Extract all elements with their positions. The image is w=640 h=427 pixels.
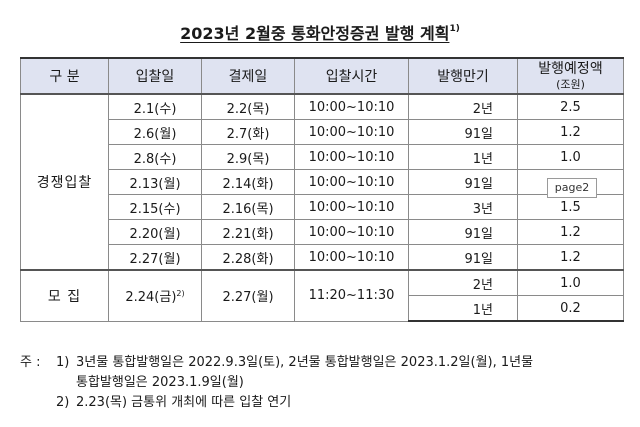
header-amount-label: 발행예정액 bbox=[538, 60, 603, 77]
bid-date-cell: 2.1(수) bbox=[108, 93, 202, 120]
category-competitive: 경쟁입찰 bbox=[20, 93, 109, 271]
settle-date-cell: 2.28(화) bbox=[201, 244, 295, 271]
settle-date-cell: 2.27(월) bbox=[201, 269, 295, 322]
table-row: 경쟁입찰 2.1(수) 2.2(목) 10:00~10:10 2년 2.5 bbox=[20, 93, 624, 271]
maturity-cell: 2년 bbox=[408, 93, 518, 120]
settle-date-cell: 2.14(화) bbox=[201, 169, 295, 195]
document-title: 2023년 2월중 통화안정증권 발행 계획1) bbox=[0, 20, 640, 44]
settle-date-cell: 2.9(목) bbox=[201, 144, 295, 170]
footnote-text: 2.23(목) 금통위 개최에 따른 입찰 연기 bbox=[76, 395, 292, 410]
footnote-number: 2) bbox=[56, 395, 70, 410]
footnote-mark: 주 : bbox=[20, 355, 41, 370]
amount-cell: 2.5 bbox=[517, 93, 624, 120]
table-row: 2.6(월) 2.7(화) 10:00~10:10 91일 1.2 bbox=[21, 119, 624, 145]
bid-date-cell: 2.13(월) bbox=[108, 169, 202, 195]
amount-cell: 0.2 bbox=[517, 295, 624, 322]
maturity-cell: 3년 bbox=[408, 194, 518, 220]
table-row: 2.27(월) 2.28(화) 10:00~10:10 91일 1.2 bbox=[21, 244, 624, 271]
bid-time-cell: 10:00~10:10 bbox=[294, 144, 409, 170]
amount-cell: 1.0 bbox=[517, 269, 624, 296]
table-header-row: 구 분 입찰일 결제일 입찰시간 발행만기 발행예정액 (조원) bbox=[20, 57, 624, 95]
issuance-plan-table: 구 분 입찰일 결제일 입찰시간 발행만기 발행예정액 (조원) 경쟁입찰 2.… bbox=[20, 57, 624, 322]
footnote-2: 2) 2.23(목) 금통위 개최에 따른 입찰 연기 bbox=[20, 393, 625, 413]
title-footnote-mark: 1) bbox=[449, 24, 460, 34]
settle-date-cell: 2.2(목) bbox=[201, 93, 295, 120]
bid-time-cell: 11:20~11:30 bbox=[294, 269, 409, 322]
bid-time-cell: 10:00~10:10 bbox=[294, 244, 409, 271]
table-row: 2.15(수) 2.16(목) 10:00~10:10 3년 1.5 bbox=[21, 194, 624, 220]
amount-cell: 1.0 bbox=[517, 144, 624, 170]
amount-cell: 1.5 bbox=[517, 194, 624, 220]
footnote-spacer bbox=[20, 393, 56, 413]
amount-cell: 1.2 bbox=[517, 119, 624, 145]
table-row: 2.8(수) 2.9(목) 10:00~10:10 1년 1.0 bbox=[21, 144, 624, 170]
bid-date-cell: 2.24(금)2) bbox=[108, 269, 202, 322]
header-bid-time: 입찰시간 bbox=[294, 57, 409, 95]
footnote-text: 3년물 통합발행일은 2022.9.3일(토), 2년물 통합발행일은 2023… bbox=[76, 355, 534, 370]
bid-time-cell: 10:00~10:10 bbox=[294, 219, 409, 245]
footnote-1: 주 : 1) 3년물 통합발행일은 2022.9.3일(토), 2년물 통합발행… bbox=[20, 353, 625, 373]
footnote-1-continuation: 통합발행일은 2023.1.9일(월) bbox=[76, 375, 244, 390]
header-amount-unit: (조원) bbox=[556, 77, 585, 91]
offering-bid-date: 2.24(금) bbox=[125, 290, 177, 306]
bid-date-cell: 2.15(수) bbox=[108, 194, 202, 220]
header-category: 구 분 bbox=[20, 57, 109, 95]
bid-date-cell: 2.6(월) bbox=[108, 119, 202, 145]
settle-date-cell: 2.21(화) bbox=[201, 219, 295, 245]
settle-date-cell: 2.7(화) bbox=[201, 119, 295, 145]
bid-date-cell: 2.27(월) bbox=[108, 244, 202, 271]
maturity-cell: 91일 bbox=[408, 219, 518, 245]
category-offering: 모 집 bbox=[20, 269, 109, 322]
table-row: 2.13(월) 2.14(화) 10:00~10:10 91일 bbox=[21, 169, 624, 195]
maturity-cell: 1년 bbox=[408, 144, 518, 170]
bid-time-cell: 10:00~10:10 bbox=[294, 194, 409, 220]
bid-date-cell: 2.20(월) bbox=[108, 219, 202, 245]
bid-time-cell: 10:00~10:10 bbox=[294, 119, 409, 145]
bid-time-cell: 10:00~10:10 bbox=[294, 169, 409, 195]
maturity-cell: 1년 bbox=[408, 295, 518, 322]
table-row: 2.20(월) 2.21(화) 10:00~10:10 91일 1.2 bbox=[21, 219, 624, 245]
header-bid-date: 입찰일 bbox=[108, 57, 202, 95]
settle-date-cell: 2.16(목) bbox=[201, 194, 295, 220]
footnote-number: 1) bbox=[56, 355, 70, 370]
maturity-cell: 91일 bbox=[408, 244, 518, 271]
title-text: 2023년 2월중 통화안정증권 발행 계획 bbox=[180, 24, 450, 43]
amount-cell: 1.2 bbox=[517, 219, 624, 245]
table-row: 모 집 2.24(금)2) 2.27(월) 11:20~11:30 2년 1.0 bbox=[20, 269, 624, 322]
header-amount: 발행예정액 (조원) bbox=[517, 57, 624, 95]
offering-footnote-mark: 2) bbox=[176, 289, 185, 299]
footnotes: 주 : 1) 3년물 통합발행일은 2022.9.3일(토), 2년물 통합발행… bbox=[20, 353, 625, 413]
header-maturity: 발행만기 bbox=[408, 57, 518, 95]
bid-date-cell: 2.8(수) bbox=[108, 144, 202, 170]
bid-time-cell: 10:00~10:10 bbox=[294, 93, 409, 120]
maturity-cell: 91일 bbox=[408, 119, 518, 145]
maturity-cell: 2년 bbox=[408, 269, 518, 296]
amount-cell: 1.2 bbox=[517, 244, 624, 271]
table-row: 1년 0.2 bbox=[21, 295, 624, 322]
page-badge: page2 bbox=[547, 178, 597, 198]
maturity-cell: 91일 bbox=[408, 169, 518, 195]
header-settle-date: 결제일 bbox=[201, 57, 295, 95]
